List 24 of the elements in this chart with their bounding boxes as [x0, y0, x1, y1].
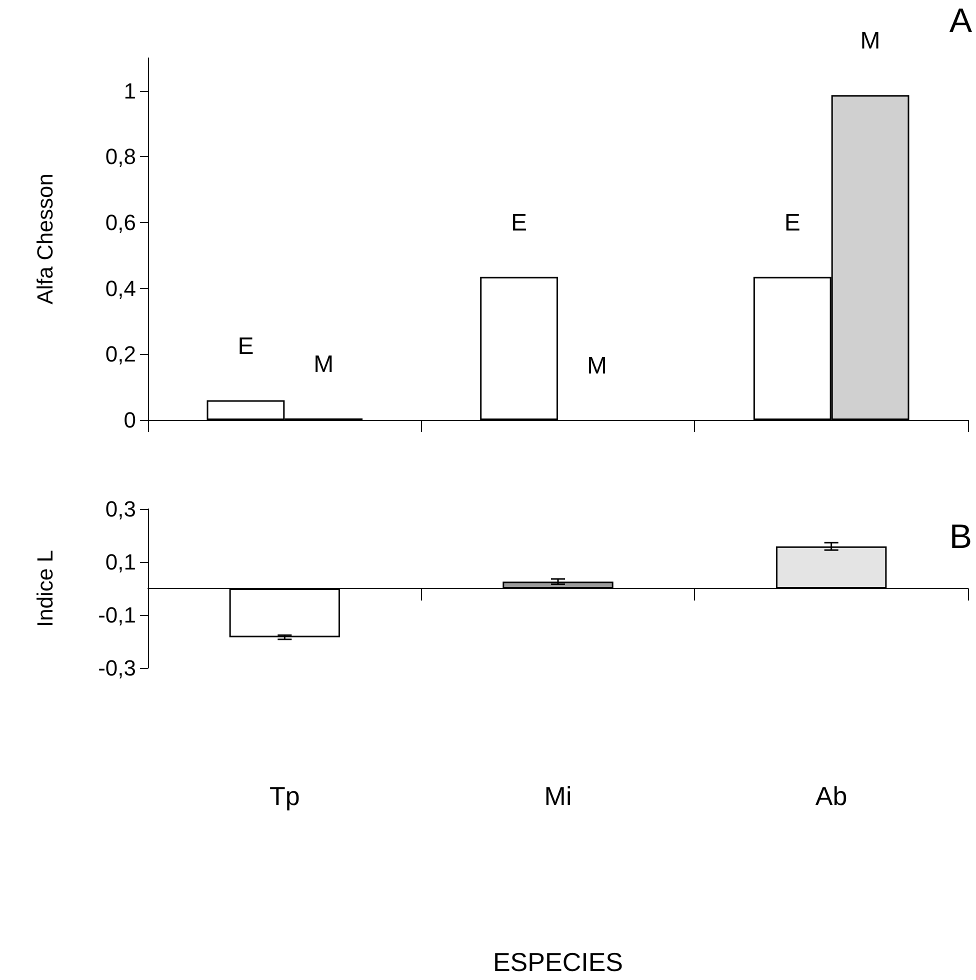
- y-tick-label: 0,4: [105, 276, 136, 301]
- text: E: [511, 209, 528, 236]
- series-label: E: [238, 332, 254, 360]
- y-axis-title: Indice L: [32, 550, 58, 628]
- text: M: [586, 352, 607, 380]
- y-tick-label: -0,1: [98, 602, 136, 628]
- y-tick-label: 0: [124, 408, 136, 432]
- text: M: [860, 28, 880, 55]
- x-tick-label: Tp: [269, 781, 300, 811]
- text: E: [784, 209, 800, 236]
- y-tick-label: 0,1: [105, 550, 136, 574]
- annotation: B: [949, 518, 972, 556]
- y-tick-label: 1: [124, 78, 136, 104]
- x-axis-title: ESPECIES: [492, 947, 624, 977]
- y-tick-label: 0,6: [105, 210, 136, 236]
- y-tick-label: 0,2: [105, 342, 136, 367]
- text: A: [949, 2, 972, 40]
- y-tick-label: 0,8: [105, 144, 136, 170]
- y-axis-title: Alfa Chesson: [32, 174, 58, 304]
- x-tick-label: Mi: [544, 781, 572, 811]
- y-tick-label: -0,3: [98, 656, 136, 680]
- x-tick-label: Ab: [815, 781, 848, 811]
- y-tick-label: 0,3: [105, 496, 136, 522]
- series-label: M: [314, 350, 334, 378]
